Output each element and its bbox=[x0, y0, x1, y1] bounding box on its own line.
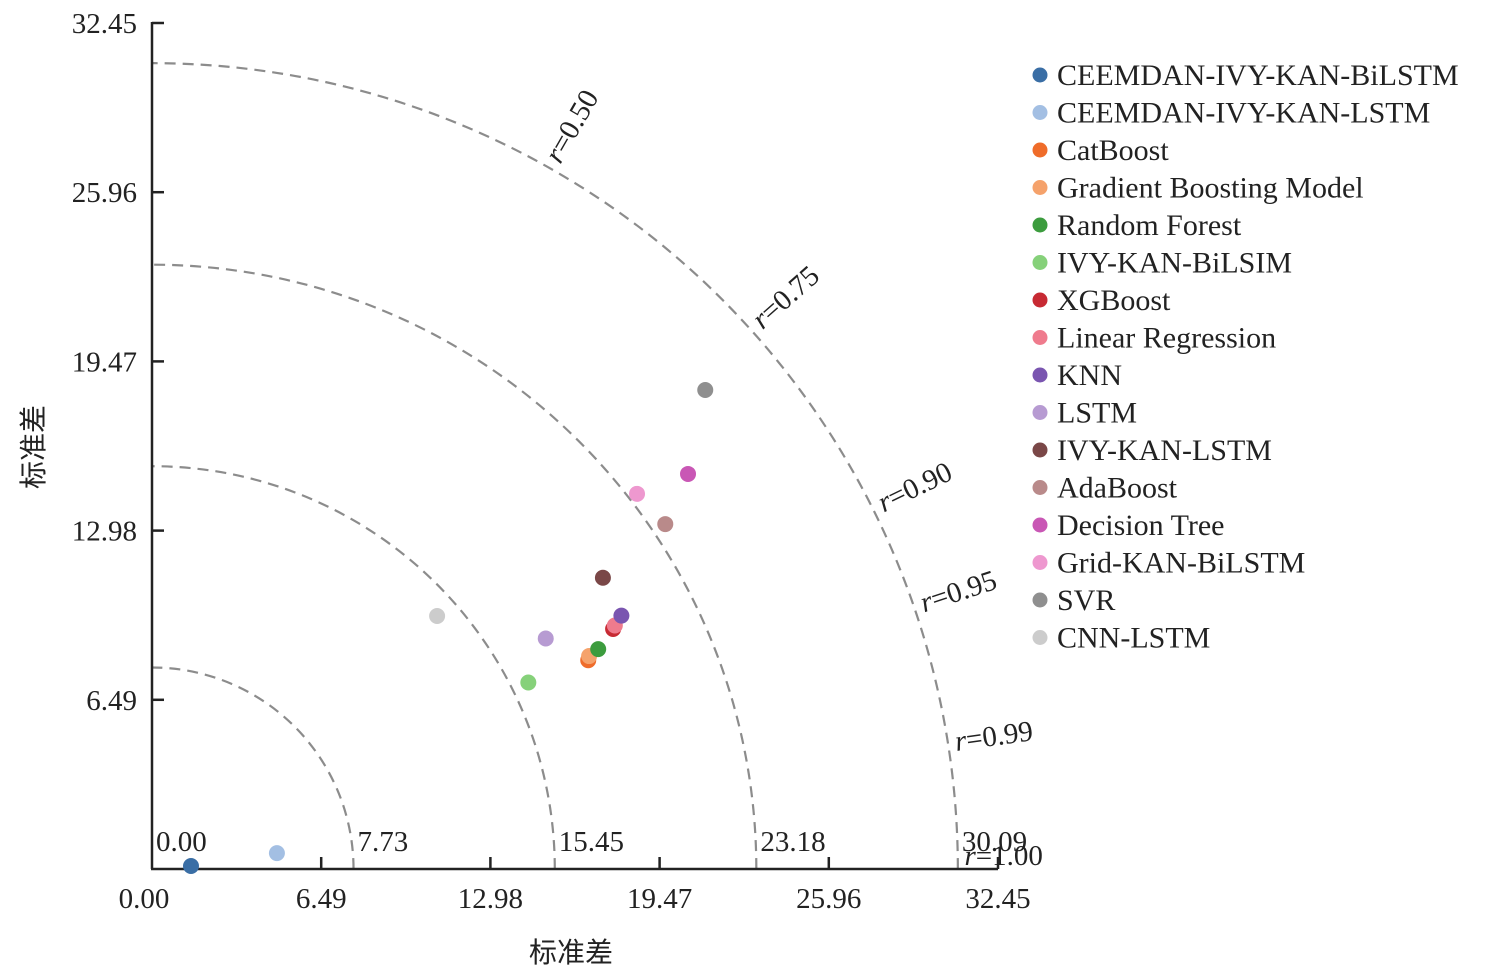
legend-label: Random Forest bbox=[1057, 209, 1242, 242]
data-point bbox=[182, 857, 199, 874]
data-point bbox=[268, 845, 285, 862]
std-arcs bbox=[151, 62, 959, 870]
std-arc bbox=[151, 62, 959, 870]
correlation-label: r=0.99 bbox=[953, 715, 1035, 758]
legend-marker bbox=[1032, 180, 1048, 195]
correlation-label: r=1.00 bbox=[964, 840, 1042, 872]
legend-marker bbox=[1032, 592, 1048, 608]
legend-marker bbox=[1032, 630, 1048, 645]
data-point bbox=[613, 607, 630, 624]
legend-label: SVR bbox=[1057, 584, 1115, 617]
std-arc bbox=[151, 666, 355, 870]
x-tick-label: 19.47 bbox=[627, 883, 692, 915]
y-tick-label: 6.49 bbox=[86, 685, 137, 717]
legend-marker bbox=[1032, 292, 1048, 308]
legend-marker bbox=[1032, 217, 1048, 233]
correlation-label: r=0.95 bbox=[916, 564, 1000, 619]
y-tick-label: 25.96 bbox=[72, 177, 137, 209]
data-points bbox=[182, 381, 714, 874]
legend-label: AdaBoost bbox=[1057, 472, 1178, 505]
origin-label: 0.00 bbox=[156, 826, 207, 858]
legend-label: LSTM bbox=[1057, 397, 1137, 430]
legend-item: Grid-KAN-BiLSTM bbox=[1032, 547, 1305, 580]
correlation-label: r=0.90 bbox=[873, 456, 958, 519]
data-point bbox=[590, 641, 607, 658]
x-tick-label: 32.45 bbox=[965, 883, 1030, 915]
legend-marker bbox=[1032, 142, 1048, 158]
std-arc-label: 30.09 bbox=[962, 826, 1027, 858]
legend-label: CatBoost bbox=[1057, 134, 1169, 167]
legend-label: Gradient Boosting Model bbox=[1057, 172, 1364, 205]
std-arc-label: 7.73 bbox=[358, 826, 409, 858]
x-ticks: 0.00 6.49 12.98 19.47 25.96 32.45 bbox=[119, 857, 1031, 915]
y-ticks: 6.49 12.98 19.47 25.96 32.45 bbox=[72, 8, 164, 717]
legend-item: IVY-KAN-BiLSIM bbox=[1032, 247, 1292, 280]
data-point bbox=[520, 674, 537, 691]
std-arc-label: 15.45 bbox=[559, 826, 624, 858]
legend-marker bbox=[1032, 367, 1048, 383]
legend-item: CEEMDAN-IVY-KAN-LSTM bbox=[1032, 97, 1430, 130]
legend-item: CatBoost bbox=[1032, 134, 1169, 167]
legend-item: Random Forest bbox=[1032, 209, 1242, 242]
legend-item: KNN bbox=[1032, 359, 1122, 392]
legend-label: CNN-LSTM bbox=[1057, 622, 1210, 655]
std-arc bbox=[151, 465, 556, 870]
std-arc bbox=[151, 263, 758, 870]
data-point bbox=[629, 485, 646, 502]
legend-marker bbox=[1032, 480, 1048, 495]
x-axis-title: 标准差 bbox=[529, 936, 613, 969]
x-tick-label: 0.00 bbox=[119, 883, 170, 915]
legend-item: Gradient Boosting Model bbox=[1032, 172, 1364, 205]
legend-label: Linear Regression bbox=[1057, 322, 1276, 355]
legend-item: CNN-LSTM bbox=[1032, 622, 1210, 655]
y-tick-label: 12.98 bbox=[72, 516, 137, 548]
x-tick-label: 12.98 bbox=[458, 883, 523, 915]
legend-marker bbox=[1032, 67, 1048, 83]
legend-label: IVY-KAN-BiLSIM bbox=[1057, 247, 1292, 280]
std-arc-labels: 0.00 7.73 15.45 23.18 30.09 bbox=[156, 826, 1027, 858]
legend-marker bbox=[1032, 255, 1048, 270]
legend-label: CEEMDAN-IVY-KAN-LSTM bbox=[1057, 97, 1430, 130]
legend-item: XGBoost bbox=[1032, 284, 1171, 317]
legend-marker bbox=[1032, 517, 1048, 533]
legend-label: IVY-KAN-LSTM bbox=[1057, 434, 1272, 467]
legend-item: IVY-KAN-LSTM bbox=[1032, 434, 1272, 467]
legend-marker bbox=[1032, 405, 1048, 420]
y-tick-label: 32.45 bbox=[72, 8, 137, 40]
std-arc-label: 23.18 bbox=[760, 826, 825, 858]
data-point bbox=[429, 608, 446, 625]
data-point bbox=[680, 465, 697, 482]
y-tick-label: 19.47 bbox=[72, 346, 137, 378]
legend-item: CEEMDAN-IVY-KAN-BiLSTM bbox=[1032, 59, 1459, 92]
legend-label: CEEMDAN-IVY-KAN-BiLSTM bbox=[1057, 59, 1459, 92]
x-tick-label: 6.49 bbox=[296, 883, 347, 915]
legend-item: LSTM bbox=[1032, 397, 1137, 430]
legend: CEEMDAN-IVY-KAN-BiLSTM CEEMDAN-IVY-KAN-LS… bbox=[1032, 59, 1459, 655]
legend-label: Decision Tree bbox=[1057, 509, 1225, 542]
legend-marker bbox=[1032, 330, 1048, 345]
legend-item: SVR bbox=[1032, 584, 1115, 617]
data-point bbox=[697, 381, 714, 398]
data-point bbox=[657, 516, 674, 533]
legend-label: XGBoost bbox=[1057, 284, 1171, 317]
legend-item: Linear Regression bbox=[1032, 322, 1276, 355]
data-point bbox=[594, 569, 611, 586]
data-point bbox=[537, 630, 554, 647]
y-axis-title: 标准差 bbox=[17, 405, 50, 489]
correlation-label: r=0.50 bbox=[539, 84, 606, 168]
correlation-label: r=0.75 bbox=[746, 260, 826, 336]
legend-item: Decision Tree bbox=[1032, 509, 1225, 542]
legend-label: Grid-KAN-BiLSTM bbox=[1057, 547, 1305, 580]
legend-item: AdaBoost bbox=[1032, 472, 1178, 505]
legend-label: KNN bbox=[1057, 359, 1122, 392]
legend-marker bbox=[1032, 442, 1048, 458]
x-tick-label: 25.96 bbox=[796, 883, 861, 915]
legend-marker bbox=[1032, 105, 1048, 120]
legend-marker bbox=[1032, 555, 1048, 570]
axes bbox=[150, 22, 998, 871]
